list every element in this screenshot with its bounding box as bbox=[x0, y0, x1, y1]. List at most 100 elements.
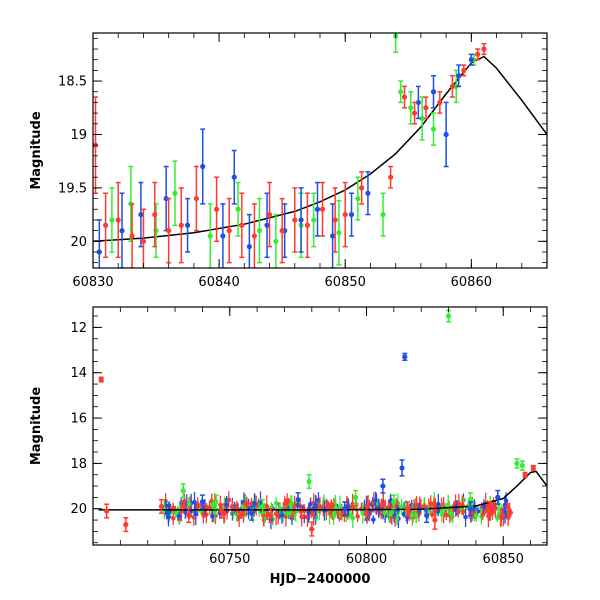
data-point bbox=[273, 213, 279, 268]
data-point bbox=[104, 503, 110, 519]
data-point bbox=[193, 165, 200, 232]
data-point bbox=[495, 489, 501, 505]
data-point bbox=[298, 187, 304, 253]
data-point bbox=[115, 181, 121, 259]
data-point bbox=[380, 478, 386, 494]
data-point bbox=[266, 181, 273, 248]
data-point bbox=[314, 181, 321, 237]
dense-band-point bbox=[193, 503, 199, 526]
data-point bbox=[430, 112, 437, 146]
x-tick-label: 60840 bbox=[198, 275, 239, 290]
data-point bbox=[180, 483, 186, 499]
data-point bbox=[306, 473, 312, 490]
data-point bbox=[186, 507, 192, 524]
data-point bbox=[264, 192, 270, 259]
dense-band-point bbox=[195, 500, 201, 510]
data-point bbox=[365, 171, 371, 216]
dense-band-point bbox=[273, 497, 279, 509]
data-point bbox=[399, 459, 405, 477]
data-point bbox=[330, 203, 336, 268]
data-point bbox=[199, 494, 205, 510]
data-point bbox=[391, 494, 397, 510]
dense-band-point bbox=[373, 491, 378, 510]
data-point bbox=[380, 192, 386, 237]
y-tick-label: 19 bbox=[70, 128, 87, 143]
dense-band-point bbox=[494, 513, 500, 523]
data-point bbox=[352, 489, 359, 505]
dense-band-point bbox=[209, 509, 215, 523]
data-point bbox=[158, 498, 164, 515]
dense-band-point bbox=[239, 509, 245, 519]
dense-band-point bbox=[480, 509, 486, 521]
data-point bbox=[200, 128, 206, 205]
dense-band-point bbox=[210, 501, 216, 509]
data-point bbox=[172, 160, 178, 227]
dense-band-point bbox=[409, 503, 415, 527]
data-point bbox=[292, 187, 298, 253]
data-point bbox=[119, 192, 125, 268]
data-point bbox=[402, 352, 408, 362]
data-point bbox=[530, 464, 536, 471]
data-point bbox=[408, 91, 414, 125]
data-point bbox=[519, 460, 525, 471]
y-tick-label: 14 bbox=[70, 366, 87, 381]
dense-band-point bbox=[493, 500, 498, 518]
data-point bbox=[259, 498, 266, 515]
data-point bbox=[449, 74, 456, 98]
data-point bbox=[456, 64, 462, 88]
data-point bbox=[443, 101, 449, 168]
dense-band-point bbox=[346, 498, 351, 515]
x-tick-label: 60800 bbox=[346, 552, 387, 567]
dense-band-point bbox=[371, 515, 376, 525]
data-point bbox=[268, 507, 274, 524]
plot-frame bbox=[92, 32, 548, 269]
series-1 bbox=[96, 53, 474, 268]
data-point bbox=[359, 171, 365, 205]
data-point bbox=[213, 494, 219, 510]
dense-band-point bbox=[226, 491, 232, 509]
dense-band-point bbox=[337, 495, 343, 519]
data-point bbox=[411, 101, 418, 125]
data-point bbox=[486, 501, 493, 517]
data-point bbox=[213, 176, 220, 243]
model-curve bbox=[98, 470, 547, 511]
dense-band-point bbox=[264, 495, 270, 518]
x-tick-label: 60850 bbox=[325, 275, 366, 290]
data-point bbox=[218, 503, 225, 519]
data-point bbox=[309, 521, 315, 537]
data-point bbox=[332, 187, 338, 253]
data-point bbox=[231, 149, 237, 205]
dense-band-point bbox=[182, 493, 187, 509]
x-tick-label: 60750 bbox=[209, 552, 250, 567]
data-point bbox=[109, 187, 115, 253]
dense-band-point bbox=[176, 511, 182, 521]
data-point bbox=[348, 192, 355, 237]
data-point bbox=[388, 165, 394, 189]
dense-band-point bbox=[505, 502, 511, 512]
y-tick-label: 20 bbox=[70, 502, 87, 517]
data-point bbox=[220, 203, 226, 268]
data-point bbox=[468, 53, 474, 66]
data-point bbox=[103, 192, 109, 259]
data-point bbox=[437, 91, 443, 114]
dense-band-point bbox=[350, 493, 355, 515]
y-tick-label: 12 bbox=[70, 321, 87, 336]
data-point bbox=[207, 203, 213, 268]
data-point bbox=[423, 96, 429, 120]
y-axis-label: Magnitude bbox=[29, 387, 44, 466]
plot-area bbox=[98, 309, 547, 537]
y-tick-label: 19.5 bbox=[58, 181, 87, 196]
dense-band-point bbox=[166, 502, 172, 522]
dense-band-point bbox=[473, 509, 479, 522]
data-point bbox=[279, 197, 285, 264]
data-point bbox=[319, 181, 326, 237]
data-point bbox=[398, 80, 404, 104]
data-point bbox=[239, 192, 245, 259]
data-point bbox=[461, 64, 467, 77]
data-point bbox=[355, 176, 361, 221]
dense-band-point bbox=[306, 503, 312, 523]
y-tick-label: 20 bbox=[70, 235, 87, 250]
data-point bbox=[342, 501, 348, 517]
data-point bbox=[404, 501, 411, 517]
